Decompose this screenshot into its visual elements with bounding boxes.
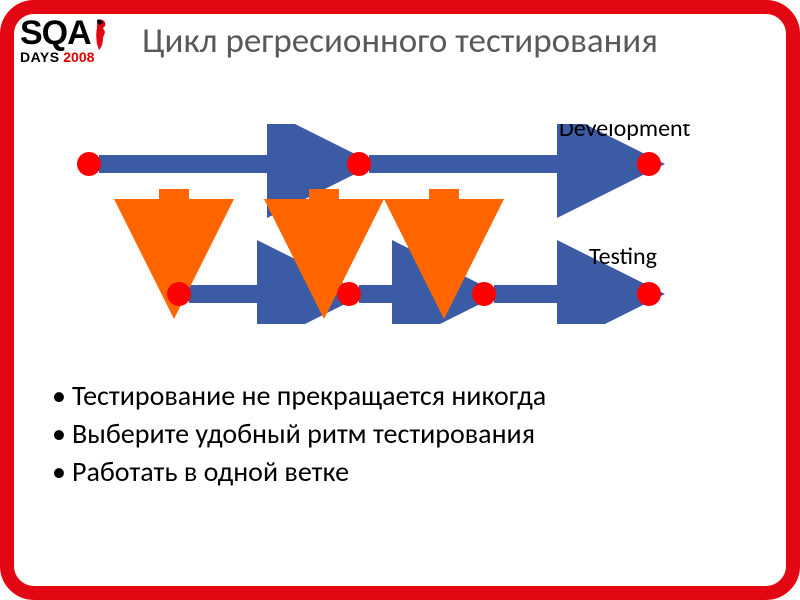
bullet-item: Тестирование не прекращается никогда [44, 380, 756, 412]
flow-diagram: Development Testing [14, 124, 784, 324]
title-text: Цикл регресионного тестирования [142, 20, 658, 62]
node-dot [637, 152, 661, 176]
node-dot [637, 282, 661, 306]
label-testing: Testing [589, 242, 657, 271]
node-dot [167, 282, 191, 306]
slide-title: Цикл регресионного тестирования [14, 20, 786, 62]
node-dot [347, 152, 371, 176]
bullet-list: Тестирование не прекращается никогда Выбе… [44, 374, 756, 495]
label-development: Development [559, 124, 690, 143]
diagram: Development Testing [14, 124, 786, 354]
slide-frame: SQA DAYS 2008 Цикл регресионного тестиро… [0, 0, 800, 600]
node-dot [337, 282, 361, 306]
node-dot [77, 152, 101, 176]
bullet-item: Работать в одной ветке [44, 456, 756, 488]
node-dot [472, 282, 496, 306]
bullet-item: Выберите удобный ритм тестирования [44, 418, 756, 450]
